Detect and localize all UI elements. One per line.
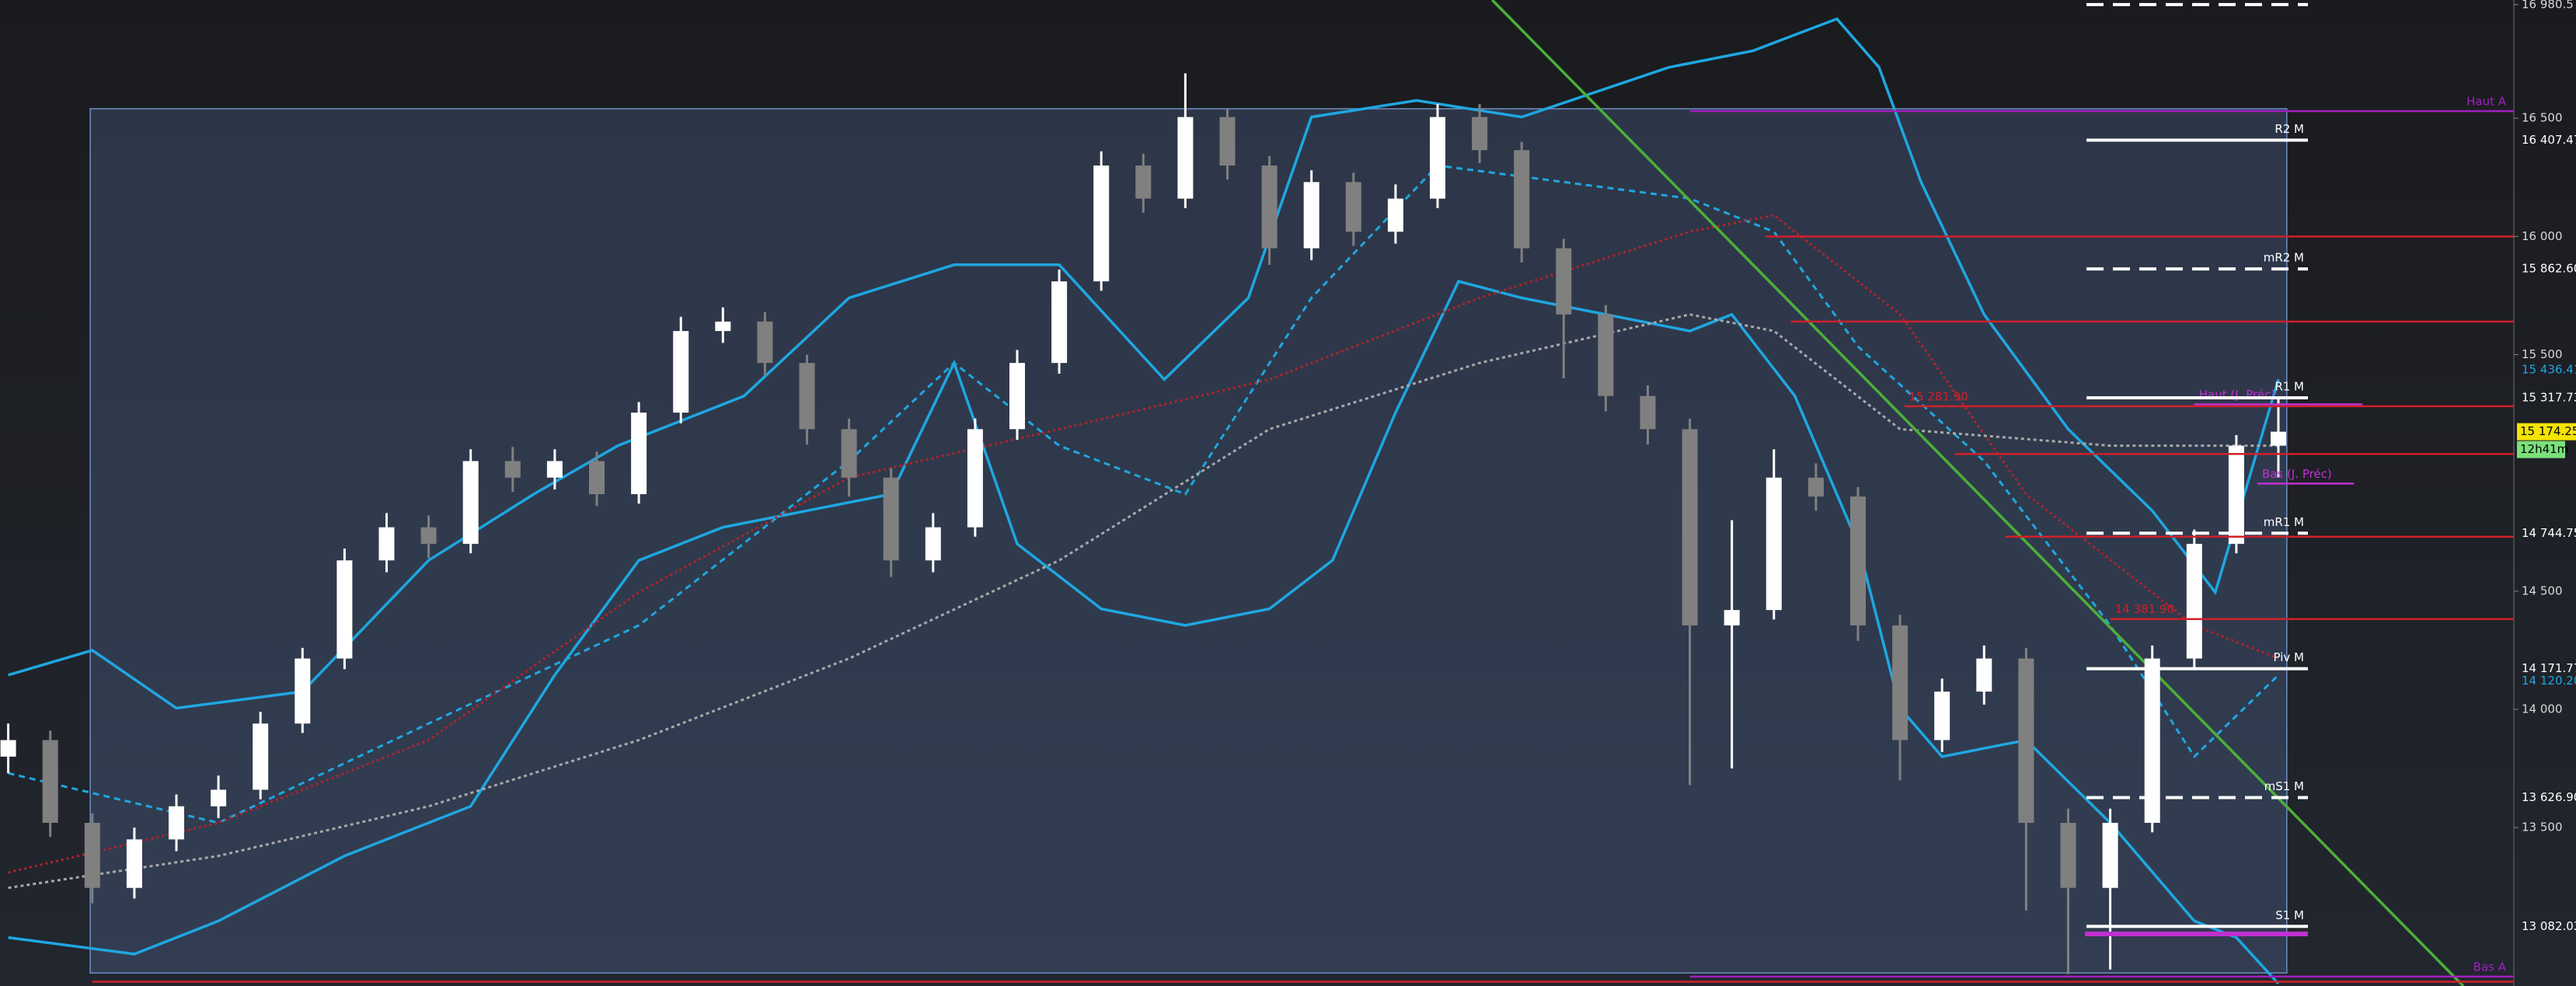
candle-body (799, 363, 815, 430)
indicator-line (1491, 0, 2465, 986)
pivot-label: R1 M (2274, 379, 2304, 393)
price-tag-box (2517, 423, 2576, 441)
candle-body (673, 331, 689, 413)
candle-body (546, 461, 563, 478)
candle-body (1976, 658, 1992, 692)
candle-body (1009, 363, 1025, 430)
candle-body (2144, 658, 2160, 824)
plot-area (89, 108, 2288, 974)
candle-body (1303, 182, 1319, 249)
y-tick-label: 15 500 (2522, 347, 2563, 361)
indicator-line (8, 313, 2278, 890)
candle-body (504, 461, 521, 478)
candle-body (1219, 117, 1236, 166)
pivot-price-label: 14 171.77 (2522, 661, 2576, 675)
level-label: Haut A (2466, 95, 2507, 109)
candle-body (967, 429, 983, 528)
candle-body (1682, 429, 1698, 625)
candle-body (42, 740, 58, 824)
candle-body (757, 321, 773, 364)
pivot-label: S1 M (2275, 908, 2304, 922)
pivot-price-label: 13 082.03 (2522, 919, 2576, 933)
level-label: Bas (J. Préc) (2262, 467, 2332, 481)
candle-body (1766, 477, 1782, 611)
candle-body (715, 321, 731, 332)
pivot-label: mR1 M (2264, 515, 2304, 529)
level-label: Haut (J. Préc) (2199, 388, 2275, 402)
timer-label: 12h41m (2520, 442, 2568, 456)
pivot-price-label: 15 317.73 (2522, 390, 2576, 404)
y-tick-label: 14 500 (2522, 584, 2563, 598)
candle-body (1892, 625, 1908, 740)
candle-body (2018, 658, 2034, 824)
candle-body (2271, 431, 2286, 446)
candle-body (295, 658, 311, 724)
candle-body (462, 461, 479, 544)
candle-body (1472, 117, 1488, 151)
candle-body (84, 823, 100, 888)
candle-body (1724, 610, 1740, 625)
candle-body (1345, 182, 1361, 232)
pivot-price-label: 14 744.75 (2522, 526, 2576, 540)
candle-body (2060, 823, 2076, 888)
y-tick-label: 13 500 (2522, 821, 2563, 834)
candle-body (1807, 477, 1824, 497)
pivot-price-label: 16 407.47 (2522, 133, 2576, 147)
level-label: 15 281.90 (1909, 389, 1968, 403)
pivot-label: mS1 M (2264, 779, 2304, 793)
indicator-line (8, 214, 2279, 874)
level-label: Bas A (2473, 960, 2507, 974)
candle-body (841, 429, 857, 478)
candle-body (631, 413, 647, 495)
axis-tag: 14 120.20 (2522, 674, 2576, 688)
candle-body (1177, 117, 1194, 199)
candle-body (169, 806, 184, 840)
timer-box (2517, 441, 2565, 458)
candle-body (1051, 281, 1068, 364)
candle-body (1934, 692, 1950, 740)
y-tick-label: 16 500 (2522, 111, 2563, 125)
axis-tag: 15 436.41 (2522, 362, 2576, 376)
candle-body (336, 560, 353, 659)
candle-body (589, 461, 605, 495)
candle-body (253, 723, 269, 790)
candle-body (2102, 823, 2118, 888)
y-tick-label: 14 000 (2522, 702, 2563, 716)
candle-body (1387, 198, 1403, 232)
candle-body (0, 740, 16, 757)
y-tick-label: 16 000 (2522, 229, 2563, 243)
candle-body (2228, 445, 2244, 544)
y-tick-label: 16 980.5 (2522, 0, 2574, 11)
candle-body (1640, 395, 1656, 430)
level-label: 14 381.90 (2115, 602, 2174, 616)
candle-body (883, 477, 899, 561)
candle-body (2186, 543, 2202, 659)
pivot-label: R2 M (2274, 122, 2304, 136)
candle-body (1261, 165, 1278, 249)
candle-body (1850, 496, 1866, 625)
candle-body (126, 839, 142, 888)
candle-body (420, 527, 437, 544)
candle-body (378, 527, 395, 561)
candle-body (1514, 150, 1530, 249)
candle-body (925, 527, 941, 561)
pivot-price-label: 13 626.90 (2522, 790, 2576, 804)
candle-body (1135, 165, 1152, 199)
candle-body (1093, 165, 1110, 282)
candle-body (1598, 314, 1614, 396)
zone-box (89, 108, 2288, 974)
pivot-label: mR2 M (2264, 251, 2304, 265)
indicator-line (8, 280, 2280, 985)
candle-body (1556, 248, 1572, 315)
pivot-label: Piv M (2274, 650, 2304, 664)
indicator-line (8, 17, 2280, 710)
price-tag-label: 15 174.25 (2520, 424, 2576, 438)
candle-body (1430, 117, 1445, 199)
pivot-price-label: 15 862.60 (2522, 262, 2576, 276)
candle-body (211, 789, 227, 807)
